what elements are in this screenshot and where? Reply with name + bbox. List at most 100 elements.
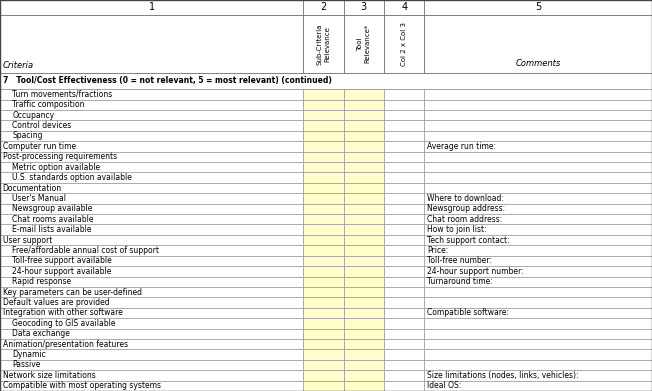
- Bar: [384, 120, 424, 131]
- Bar: [344, 308, 384, 318]
- Bar: [384, 224, 424, 235]
- Bar: [0, 204, 303, 214]
- Bar: [0, 350, 303, 360]
- Text: 1: 1: [149, 2, 155, 13]
- Bar: [384, 183, 424, 193]
- Bar: [424, 224, 652, 235]
- Bar: [0, 172, 303, 183]
- Bar: [303, 266, 344, 276]
- Bar: [384, 360, 424, 370]
- Text: 2: 2: [320, 2, 327, 13]
- Text: User's Manual: User's Manual: [12, 194, 67, 203]
- Bar: [0, 276, 303, 287]
- Bar: [344, 266, 384, 276]
- Text: E-mail lists available: E-mail lists available: [12, 225, 92, 234]
- Bar: [303, 328, 344, 339]
- Bar: [0, 266, 303, 276]
- Bar: [384, 297, 424, 308]
- Bar: [344, 297, 384, 308]
- Bar: [384, 214, 424, 224]
- Bar: [384, 131, 424, 141]
- Text: Sub-Criteria
Relevance: Sub-Criteria Relevance: [317, 23, 330, 65]
- Text: Turn movements/fractions: Turn movements/fractions: [12, 90, 113, 99]
- Bar: [424, 15, 652, 73]
- Bar: [303, 141, 344, 152]
- Bar: [424, 214, 652, 224]
- Bar: [384, 256, 424, 266]
- Bar: [303, 308, 344, 318]
- Bar: [0, 308, 303, 318]
- Bar: [344, 287, 384, 297]
- Bar: [344, 141, 384, 152]
- Text: Passive: Passive: [12, 361, 41, 369]
- Bar: [424, 152, 652, 162]
- Bar: [424, 276, 652, 287]
- Bar: [344, 100, 384, 110]
- Text: Key parameters can be user-defined: Key parameters can be user-defined: [3, 288, 141, 297]
- Bar: [0, 89, 303, 100]
- Bar: [424, 120, 652, 131]
- Bar: [0, 110, 303, 120]
- Bar: [384, 0, 424, 15]
- Bar: [0, 339, 303, 350]
- Bar: [0, 100, 303, 110]
- Bar: [424, 193, 652, 204]
- Bar: [303, 110, 344, 120]
- Bar: [384, 162, 424, 172]
- Bar: [424, 204, 652, 214]
- Text: User support: User support: [3, 235, 52, 245]
- Bar: [344, 318, 384, 328]
- Text: Toll-free support available: Toll-free support available: [12, 256, 112, 265]
- Bar: [424, 235, 652, 245]
- Text: Price:: Price:: [427, 246, 449, 255]
- Text: 7   Tool/Cost Effectiveness (0 = not relevant, 5 = most relevant) (continued): 7 Tool/Cost Effectiveness (0 = not relev…: [3, 76, 331, 86]
- Text: Free/affordable annual cost of support: Free/affordable annual cost of support: [12, 246, 159, 255]
- Text: Dynamic: Dynamic: [12, 350, 46, 359]
- Bar: [384, 318, 424, 328]
- Text: Newsgroup available: Newsgroup available: [12, 204, 93, 213]
- Text: Newsgroup address:: Newsgroup address:: [427, 204, 505, 213]
- Bar: [344, 214, 384, 224]
- Bar: [344, 15, 384, 73]
- Bar: [384, 350, 424, 360]
- Text: Size limitations (nodes, links, vehicles):: Size limitations (nodes, links, vehicles…: [427, 371, 578, 380]
- Text: Chat rooms available: Chat rooms available: [12, 215, 94, 224]
- Bar: [0, 162, 303, 172]
- Text: Spacing: Spacing: [12, 131, 43, 140]
- Bar: [303, 380, 344, 391]
- Bar: [303, 183, 344, 193]
- Text: Traffic composition: Traffic composition: [12, 100, 85, 109]
- Bar: [303, 204, 344, 214]
- Bar: [0, 256, 303, 266]
- Bar: [303, 162, 344, 172]
- Text: Control devices: Control devices: [12, 121, 72, 130]
- Text: Occupancy: Occupancy: [12, 111, 55, 120]
- Bar: [424, 183, 652, 193]
- Bar: [303, 360, 344, 370]
- Bar: [344, 152, 384, 162]
- Bar: [344, 204, 384, 214]
- Text: Toll-free number:: Toll-free number:: [427, 256, 492, 265]
- Bar: [0, 370, 303, 380]
- Text: 5: 5: [535, 2, 541, 13]
- Bar: [424, 100, 652, 110]
- Bar: [384, 100, 424, 110]
- Bar: [0, 73, 652, 89]
- Bar: [344, 193, 384, 204]
- Text: 24-hour support number:: 24-hour support number:: [427, 267, 524, 276]
- Bar: [303, 172, 344, 183]
- Bar: [344, 256, 384, 266]
- Text: How to join list:: How to join list:: [427, 225, 486, 234]
- Bar: [303, 131, 344, 141]
- Bar: [303, 370, 344, 380]
- Bar: [0, 235, 303, 245]
- Text: Tech support contact:: Tech support contact:: [427, 235, 510, 245]
- Bar: [424, 297, 652, 308]
- Bar: [424, 162, 652, 172]
- Bar: [424, 339, 652, 350]
- Bar: [384, 339, 424, 350]
- Text: Default values are provided: Default values are provided: [3, 298, 110, 307]
- Bar: [424, 110, 652, 120]
- Bar: [424, 141, 652, 152]
- Text: Average run time:: Average run time:: [427, 142, 496, 151]
